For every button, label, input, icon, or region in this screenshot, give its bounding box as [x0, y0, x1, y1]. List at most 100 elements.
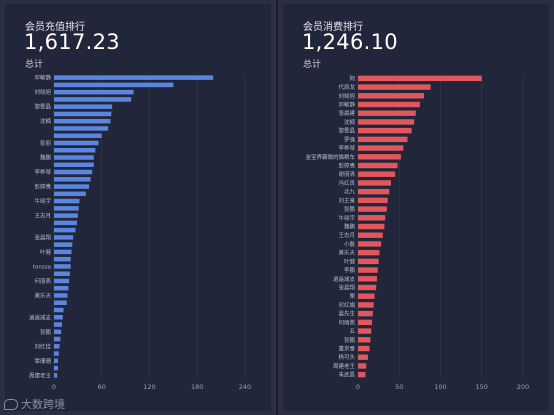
category-label: 沈楠 [40, 117, 52, 125]
bar [358, 171, 396, 177]
category-label: 王志月 [34, 212, 51, 220]
bar [358, 154, 401, 160]
category-label: 叶健 [344, 257, 356, 265]
x-tick-label: 50 [395, 383, 403, 391]
category-label: 邓红娟 [338, 301, 355, 309]
bar [54, 256, 71, 262]
bar [54, 242, 73, 247]
bar [54, 336, 61, 342]
bar [358, 119, 415, 125]
bar [54, 278, 70, 284]
bar [358, 101, 420, 108]
total-value: 1,617.23 [24, 30, 120, 54]
category-label: 刘晓旭 [34, 88, 51, 96]
bar [54, 271, 70, 276]
bar [358, 75, 482, 82]
category-label: 黄乐天 [34, 291, 51, 299]
x-tick-label: 60 [98, 383, 106, 391]
bar [54, 97, 132, 102]
panel-title: 会员充值排行 [25, 22, 85, 33]
category-label: 刘主泉 [338, 196, 355, 204]
category-label: 谢丽清 [338, 170, 355, 178]
category-label: 魏鹏 [40, 154, 52, 162]
category-label: 周建老王 [29, 371, 52, 379]
category-label: 董京泰 [338, 345, 355, 353]
bar [358, 223, 385, 230]
category-label: 何丽燕 [34, 277, 51, 285]
category-label: 刘晓旭 [338, 92, 355, 100]
category-label: 张晨翔 [34, 233, 51, 241]
category-label: 叶健 [40, 248, 52, 256]
category-label: 小磊 [344, 240, 356, 248]
category-label: 张鹏 [344, 205, 356, 213]
bar [54, 82, 174, 88]
category-label: 张鹏 [40, 328, 52, 336]
bar [358, 258, 379, 265]
watermark: 大数跨境 [4, 396, 65, 412]
bar [54, 89, 134, 95]
bar [358, 293, 375, 299]
bar [54, 329, 62, 335]
total-value: 1,246.10 [302, 30, 398, 54]
bar [54, 198, 80, 204]
category-label: 沈楠 [344, 118, 356, 126]
category-label: 牛晓宇 [338, 214, 355, 222]
bar [54, 133, 102, 138]
bar [358, 215, 386, 221]
x-tick-label: 240 [239, 383, 251, 391]
watermark-text: 大数跨境 [21, 398, 65, 411]
bar [54, 322, 62, 327]
total-label: 总计 [303, 60, 322, 70]
category-label: 北九 [344, 188, 356, 196]
bar [358, 84, 431, 90]
category-label: 张鹏 [344, 336, 356, 344]
category-label: 彭婷夷 [338, 162, 355, 170]
bar [54, 184, 90, 189]
bar [358, 232, 383, 238]
category-label: 牛晓宇 [34, 197, 51, 205]
bar [358, 328, 372, 334]
x-tick-label: 120 [143, 383, 155, 391]
category-label: 金宝界霸微的猫粮车 [305, 153, 355, 161]
bar [358, 162, 398, 169]
bar [54, 220, 78, 226]
bar [358, 241, 382, 247]
bar [54, 75, 214, 80]
bar [358, 302, 374, 308]
category-label: 李桦琴 [34, 168, 51, 176]
bar [54, 293, 68, 298]
category-label: tonssa [33, 264, 51, 270]
category-label: 周建老王 [333, 362, 356, 370]
category-label: 李鹏 [344, 266, 356, 274]
category-label: 何丽燕 [338, 318, 355, 326]
category-label: 黎雯晶 [338, 127, 355, 135]
category-label: 黎雯晶 [34, 103, 51, 111]
category-label: 张晨建 [338, 109, 355, 117]
category-label: 阿 [349, 74, 355, 82]
bar [54, 307, 64, 313]
bar [54, 104, 113, 109]
bar [54, 344, 60, 349]
bar [54, 235, 74, 240]
bar [54, 264, 71, 269]
bar [358, 249, 380, 256]
bar [54, 155, 94, 160]
bar [54, 118, 111, 124]
bar [358, 267, 378, 273]
category-label: 冯红良 [338, 179, 355, 187]
bar [54, 111, 112, 117]
category-label: 李桦琴 [338, 144, 355, 152]
bar [54, 351, 59, 356]
bar [54, 249, 72, 255]
bar [358, 345, 370, 352]
bar [54, 365, 58, 371]
bar [358, 145, 404, 151]
category-label: 刘红佳 [34, 342, 51, 350]
x-tick-label: 100 [434, 383, 446, 391]
bar [54, 147, 96, 153]
category-label: 邓敏静 [34, 74, 51, 82]
category-label: 黄乐天 [338, 249, 355, 257]
bar [54, 162, 94, 168]
bar [358, 354, 368, 360]
category-label: 杨可头 [338, 353, 355, 361]
